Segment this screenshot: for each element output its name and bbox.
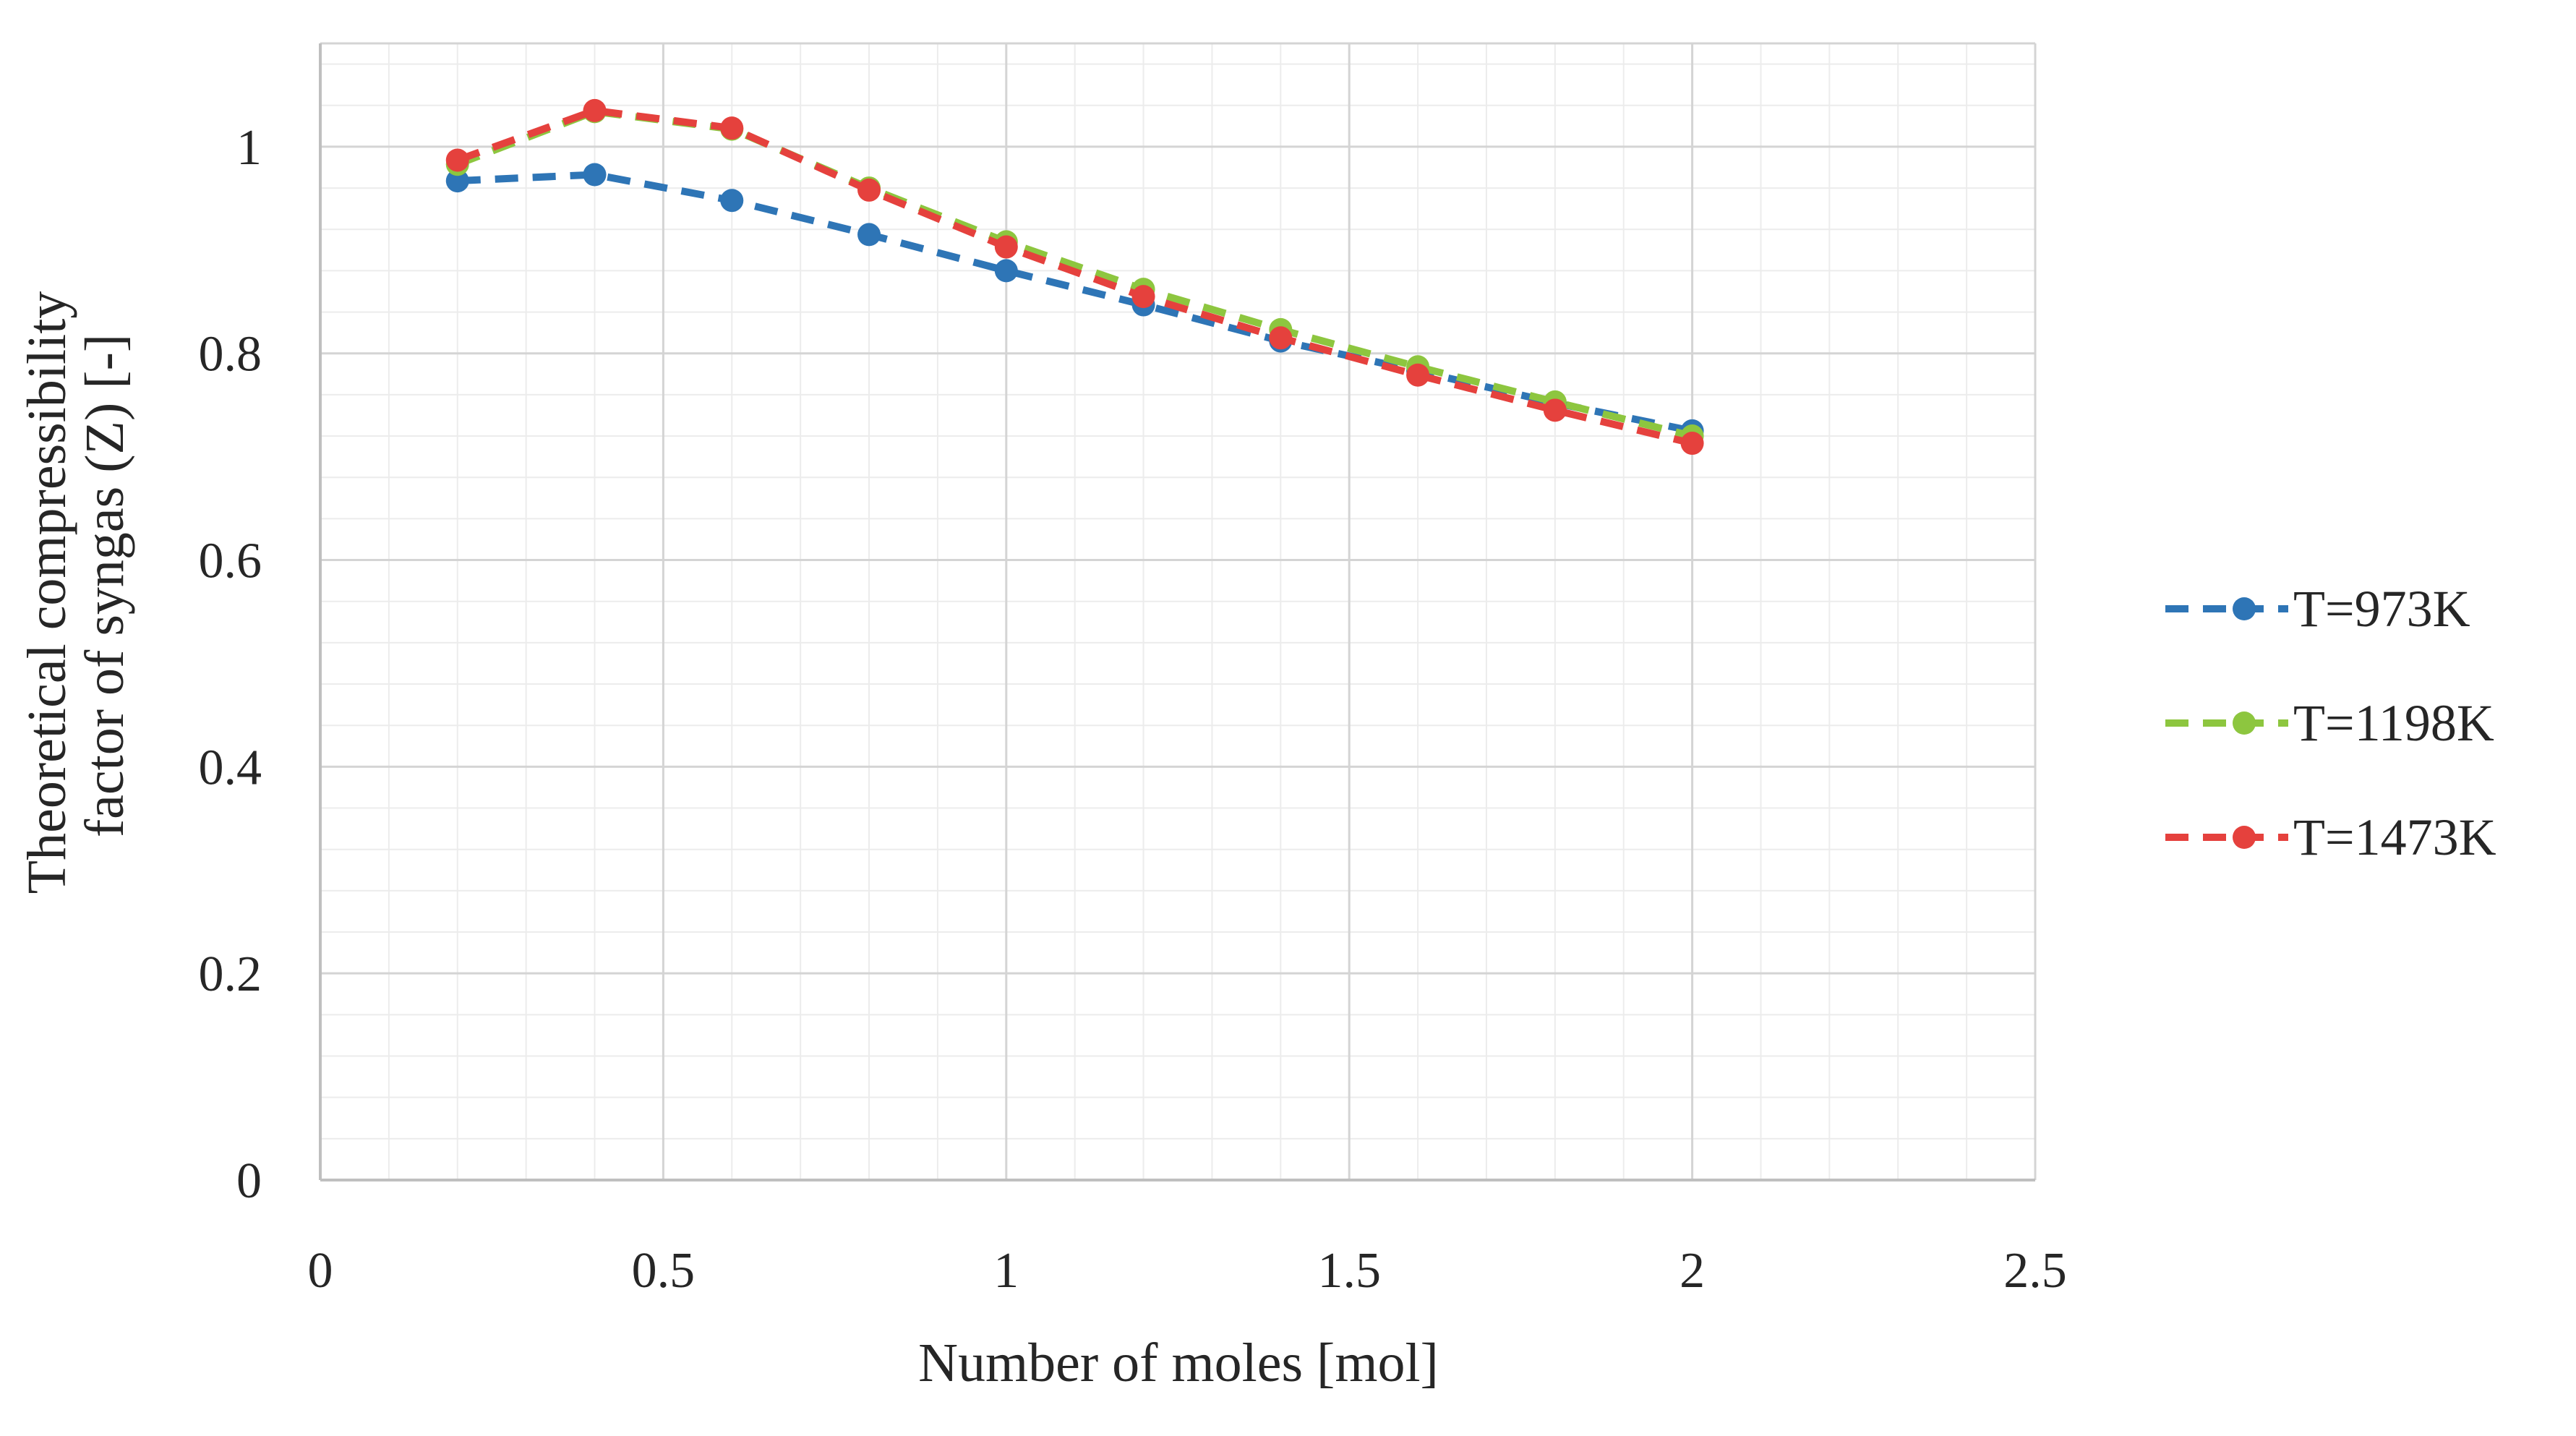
y-axis-title: Theoretical compressibility factor of sy… bbox=[17, 278, 135, 894]
y-tick-label: 0 bbox=[236, 1153, 262, 1209]
y-tick-label: 0.4 bbox=[199, 740, 262, 795]
data-point-t-973k bbox=[445, 169, 469, 193]
x-tick-label: 0.5 bbox=[632, 1243, 696, 1299]
data-point-t-1473k bbox=[720, 116, 744, 140]
axes bbox=[319, 43, 2035, 1181]
data-point-t-973k bbox=[583, 163, 607, 187]
data-point-t-1473k bbox=[445, 148, 469, 172]
y-tick-label: 0.8 bbox=[199, 327, 262, 382]
data-point-t-1473k bbox=[1543, 398, 1567, 422]
y-axis-title-line2: factor of syngas (Z) [-] bbox=[74, 334, 135, 837]
x-tick-label: 1 bbox=[993, 1243, 1019, 1299]
legend-marker-t-1473k bbox=[2233, 826, 2256, 849]
legend-label-t-1473k: T=1473K bbox=[2293, 808, 2496, 866]
data-point-t-973k bbox=[994, 259, 1018, 283]
legend-item-t-1473k: T=1473K bbox=[2165, 808, 2496, 866]
legend-marker-t-973k bbox=[2233, 597, 2256, 620]
data-point-t-1473k bbox=[994, 235, 1018, 259]
series-line-t-1473k bbox=[456, 106, 1693, 447]
x-tick-labels: 0 0.5 1 1.5 2 2.5 bbox=[308, 1243, 2067, 1299]
y-tick-label: 1 bbox=[236, 120, 262, 176]
legend-item-t-1198k: T=1198K bbox=[2165, 694, 2494, 752]
data-point-t-1473k bbox=[583, 98, 607, 122]
legend-label-t-973k: T=973K bbox=[2293, 580, 2470, 638]
series-line-t-1198k bbox=[455, 108, 1693, 440]
legend-marker-t-1198k bbox=[2233, 711, 2256, 735]
legend-label-t-1198k: T=1198K bbox=[2293, 694, 2494, 752]
legend-item-t-973k: T=973K bbox=[2165, 580, 2470, 638]
series-t-1473k bbox=[445, 98, 1704, 456]
data-point-t-973k bbox=[857, 223, 881, 247]
data-point-t-1473k bbox=[1131, 285, 1155, 309]
series-line-t-973k bbox=[457, 171, 1693, 435]
x-tick-label: 2 bbox=[1679, 1243, 1705, 1299]
y-tick-label: 0.2 bbox=[199, 946, 262, 1002]
x-tick-label: 2.5 bbox=[2003, 1243, 2067, 1299]
y-tick-label: 0.6 bbox=[199, 534, 262, 589]
data-point-t-1473k bbox=[1406, 363, 1430, 387]
x-axis-title: Number of moles [mol] bbox=[918, 1333, 1439, 1393]
x-tick-label: 0 bbox=[308, 1243, 333, 1299]
y-tick-labels: 0 0.2 0.4 0.6 0.8 1 bbox=[199, 120, 262, 1209]
data-point-t-1473k bbox=[857, 178, 881, 202]
x-tick-label: 1.5 bbox=[1317, 1243, 1381, 1299]
legend: T=973K T=1198K T=1473K bbox=[2165, 580, 2496, 866]
data-point-t-1473k bbox=[1680, 432, 1704, 456]
y-axis-title-line1: Theoretical compressibility bbox=[17, 291, 77, 894]
data-point-t-973k bbox=[720, 189, 744, 213]
data-point-t-1473k bbox=[1269, 326, 1293, 350]
data-series bbox=[445, 98, 1704, 456]
